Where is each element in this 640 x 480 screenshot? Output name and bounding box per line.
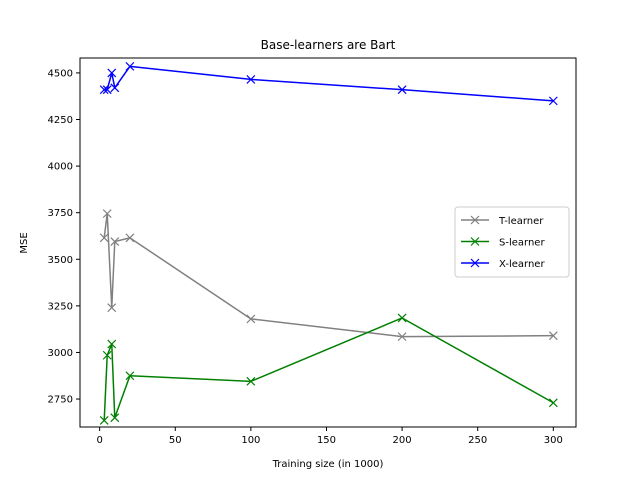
legend-marker-t-learner: [470, 215, 480, 225]
marker-stroke: [470, 215, 480, 225]
marker-stroke: [246, 376, 256, 386]
x-tick-label: 300: [544, 435, 563, 446]
y-tick-label: 4500: [48, 68, 73, 79]
x-axis: 0 50 100 150 200 250 300: [96, 427, 563, 446]
marker-stroke: [125, 371, 135, 381]
marker-stroke: [99, 416, 109, 425]
y-axis-label: MSE: [19, 232, 30, 253]
marker-stroke: [99, 85, 109, 95]
marker-stroke: [107, 303, 117, 313]
marker-stroke: [470, 258, 480, 268]
legend-label-t-learner: T-learner: [498, 216, 544, 227]
data-point-x-learner: [125, 61, 135, 71]
data-point-s-learner: [107, 339, 117, 349]
data-point-t-learner: [102, 209, 112, 219]
marker-stroke: [548, 96, 558, 106]
x-tick-label: 50: [169, 435, 182, 446]
marker-stroke: [102, 209, 112, 219]
data-point-s-learner: [548, 398, 558, 408]
data-point-s-learner: [125, 371, 135, 381]
data-point-x-learner: [107, 68, 117, 78]
marker-stroke: [397, 332, 407, 342]
y-tick-label: 2750: [48, 395, 73, 406]
data-point-t-learner: [548, 331, 558, 341]
y-tick-label: 3250: [48, 301, 73, 312]
data-point-s-learner: [102, 350, 112, 360]
marker-stroke: [125, 233, 135, 243]
data-point-x-learner: [99, 85, 109, 95]
data-point-s-learner: [246, 376, 256, 386]
legend-marker-x-learner: [470, 258, 480, 268]
data-point-t-learner: [125, 233, 135, 243]
marker-stroke: [110, 83, 120, 93]
data-point-x-learner: [102, 85, 112, 95]
data-point-x-learner: [110, 83, 120, 93]
marker-stroke: [107, 339, 117, 349]
data-point-s-learner: [110, 413, 120, 423]
data-point-s-learner: [99, 416, 109, 425]
data-point-x-learner: [397, 85, 407, 95]
plot-frame: [79, 57, 577, 428]
marker-stroke: [548, 398, 558, 408]
marker-stroke: [102, 85, 112, 95]
series-line-x-learner: [104, 65, 554, 102]
marker-stroke: [397, 313, 407, 323]
x-tick-label: 150: [317, 435, 336, 446]
data-point-t-learner: [107, 303, 117, 313]
marker-stroke: [397, 85, 407, 95]
chart-title: Base-learners are Bart: [261, 38, 396, 52]
marker-stroke: [110, 237, 120, 246]
y-tick-label: 3500: [48, 255, 73, 266]
legend-label-x-learner: X-learner: [499, 259, 545, 270]
y-tick-label: 4250: [48, 115, 73, 126]
data-point-x-learner: [246, 75, 256, 84]
data-point-t-learner: [99, 233, 109, 243]
marker-stroke: [548, 331, 558, 341]
x-tick-label: 0: [96, 435, 102, 446]
data-point-t-learner: [397, 332, 407, 342]
marker-stroke: [99, 233, 109, 243]
series-line-s-learner: [103, 317, 554, 421]
marker-stroke: [125, 61, 135, 71]
data-point-s-learner: [397, 313, 407, 323]
data-point-x-learner: [548, 96, 558, 106]
x-axis-label: Training size (in 1000): [272, 459, 384, 470]
plot-area: [99, 61, 558, 425]
legend-marker-s-learner: [470, 237, 480, 246]
legend: T-learner S-learner X-learner: [454, 206, 570, 278]
y-axis: 2750 3000 3250 3500 3750 4000 4250 4500: [48, 68, 80, 406]
legend-label-s-learner: S-learner: [499, 238, 545, 249]
y-tick-label: 3750: [48, 208, 73, 219]
marker-stroke: [110, 413, 120, 423]
y-tick-label: 4000: [48, 162, 73, 173]
x-tick-label: 250: [468, 435, 487, 446]
series-line-t-learner: [103, 212, 554, 338]
marker-stroke: [246, 75, 256, 84]
data-point-t-learner: [246, 314, 256, 324]
marker-stroke: [246, 314, 256, 324]
marker-stroke: [107, 68, 117, 78]
legend-box: [454, 206, 570, 278]
data-point-t-learner: [110, 237, 120, 246]
y-tick-label: 3000: [48, 348, 73, 359]
marker-stroke: [102, 350, 112, 360]
marker-stroke: [470, 237, 480, 246]
x-tick-label: 200: [393, 435, 412, 446]
x-tick-label: 100: [241, 435, 260, 446]
